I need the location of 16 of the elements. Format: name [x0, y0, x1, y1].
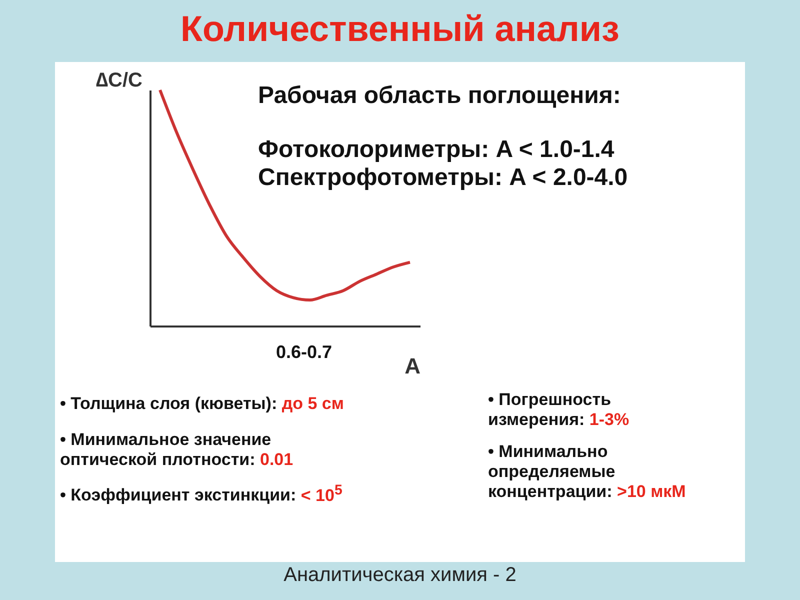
text: 1-3%: [589, 410, 630, 429]
text: • Минимально определяемые концентрации:: [488, 442, 616, 501]
text: • Толщина слоя (кюветы):: [60, 394, 278, 413]
text: >10 мкМ: [617, 482, 686, 501]
chart-title: Количественный анализ: [180, 8, 620, 50]
text: Аналитическая химия - 2: [282, 564, 518, 587]
annotation: Спектрофотометры: A < 2.0-4.0: [258, 164, 628, 191]
annotation: Фотоколориметры: A < 1.0-1.4: [258, 136, 614, 163]
text: 0.01: [260, 450, 294, 469]
text: < 10$^{5}$: [300, 482, 342, 505]
y-axis-title: ∆C/C: [96, 70, 142, 92]
text: до 5 см: [282, 394, 344, 413]
x-axis-title: A: [404, 354, 421, 378]
text: 0.6-0.7: [276, 342, 332, 363]
annotation: Рабочая область поглощения:: [258, 82, 621, 110]
text: • Коэффициент экстинкции:: [60, 486, 296, 505]
